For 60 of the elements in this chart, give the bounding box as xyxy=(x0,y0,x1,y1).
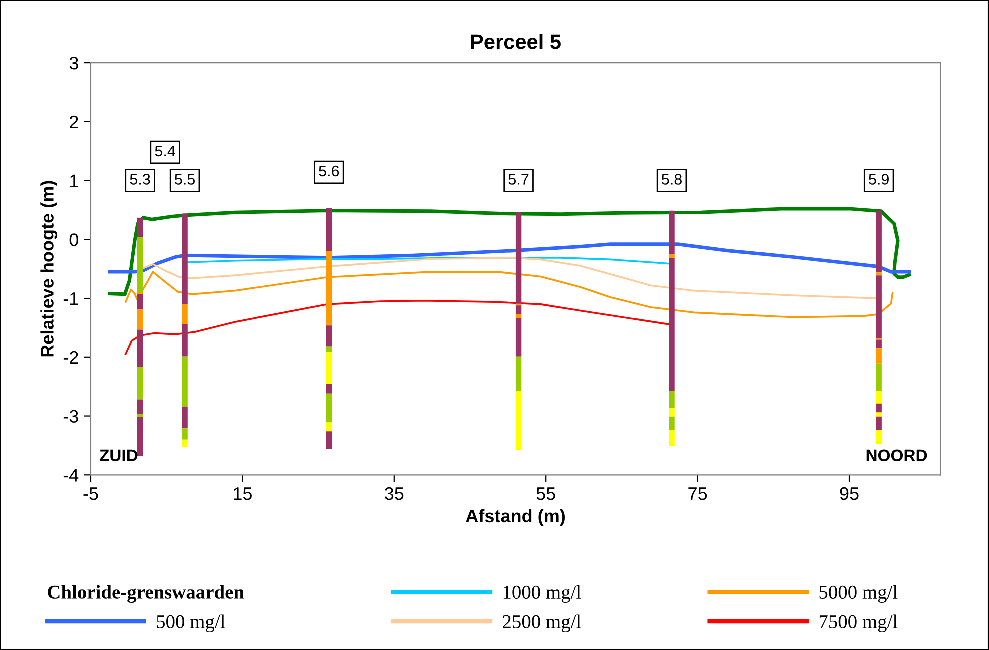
bar xyxy=(326,422,332,432)
annotation: 5.8 xyxy=(662,174,682,185)
bar xyxy=(326,346,332,353)
legend-label: 1000 mg/l xyxy=(504,585,582,604)
y-tick-label: -1 xyxy=(64,292,78,306)
bar xyxy=(182,356,188,407)
y-tick-label: -2 xyxy=(64,351,78,364)
bar xyxy=(876,390,882,404)
x-tick-label: 95 xyxy=(840,487,859,500)
bar xyxy=(669,258,675,391)
bar xyxy=(326,208,332,252)
annotation: 5.9 xyxy=(869,174,889,185)
annotation: ZUID xyxy=(100,450,138,462)
chart-title: Perceel 5 xyxy=(471,34,561,50)
y-tick-label: 0 xyxy=(70,234,78,246)
y-tick-label: -4 xyxy=(64,469,79,482)
bar xyxy=(516,318,522,357)
annotation: 5.6 xyxy=(319,166,340,177)
bar xyxy=(182,214,188,304)
bar xyxy=(876,430,882,445)
bar xyxy=(669,210,675,254)
y-tick-label: -3 xyxy=(64,410,78,423)
x-axis-title: Afstand (m) xyxy=(466,509,566,526)
y-tick-label: 2 xyxy=(70,116,78,128)
legend-title: Chloride-grenswaarden xyxy=(48,585,244,604)
bar xyxy=(182,324,188,357)
bar xyxy=(182,304,188,324)
bar xyxy=(516,356,522,392)
y-tick-label: 1 xyxy=(70,174,78,188)
bar xyxy=(669,416,675,430)
line-series xyxy=(124,300,670,356)
bar xyxy=(326,432,332,450)
bar xyxy=(137,218,144,238)
annotation: 5.5 xyxy=(175,174,196,185)
line-series xyxy=(108,207,912,296)
annotation: 5.4 xyxy=(155,146,176,157)
x-tick-label: 75 xyxy=(688,488,708,500)
x-tick-label: 35 xyxy=(385,487,404,500)
annotation: 5.7 xyxy=(508,174,529,185)
bar xyxy=(876,272,882,276)
x-tick-label: 15 xyxy=(234,488,252,500)
bar xyxy=(876,404,882,413)
y-tick-label: 3 xyxy=(70,56,78,70)
bar xyxy=(669,390,675,409)
bar xyxy=(182,428,188,440)
legend-label: 2500 mg/l xyxy=(503,614,582,632)
annotation: 5.3 xyxy=(130,174,150,185)
bar xyxy=(182,406,188,429)
legend-label: 5000 mg/l xyxy=(820,585,898,604)
bar xyxy=(326,326,332,347)
bar xyxy=(876,416,882,430)
y-axis-title: Relatieve hoogte (m) xyxy=(40,181,58,357)
bar xyxy=(669,254,675,259)
x-tick-label: 55 xyxy=(536,488,556,500)
bar xyxy=(876,210,882,273)
x-tick-label: -5 xyxy=(84,488,98,500)
line-series xyxy=(108,242,912,274)
legend-label: 7500 mg/l xyxy=(820,614,898,632)
annotation: NOORD xyxy=(866,450,928,462)
legend-label: 500 mg/l xyxy=(157,614,226,632)
